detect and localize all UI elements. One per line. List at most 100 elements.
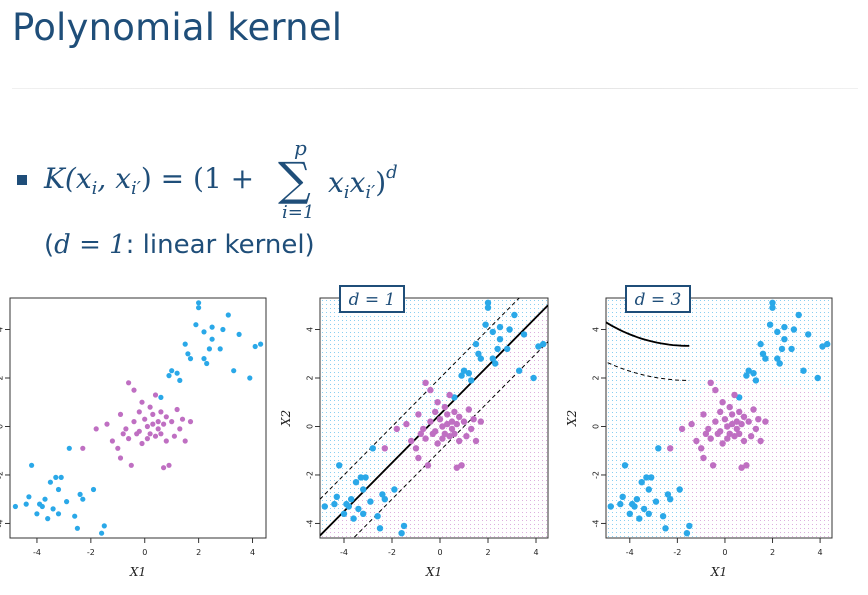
grid-dot: [342, 344, 343, 345]
grid-dot: [664, 384, 665, 385]
grid-dot: [458, 528, 459, 529]
grid-dot: [612, 328, 613, 329]
grid-dot: [530, 492, 531, 493]
grid-dot: [502, 472, 503, 473]
grid-dot: [490, 508, 491, 509]
grid-dot: [672, 360, 673, 361]
grid-dot: [652, 440, 653, 441]
grid-dot: [502, 380, 503, 381]
grid-dot: [362, 324, 363, 325]
grid-dot: [354, 412, 355, 413]
grid-dot: [656, 404, 657, 405]
grid-dot: [490, 464, 491, 465]
grid-dot: [538, 404, 539, 405]
grid-dot: [522, 368, 523, 369]
grid-dot: [518, 308, 519, 309]
grid-dot: [422, 348, 423, 349]
grid-dot: [510, 508, 511, 509]
grid-dot: [652, 488, 653, 489]
grid-dot: [434, 332, 435, 333]
grid-dot: [446, 360, 447, 361]
grid-dot: [474, 360, 475, 361]
grid-dot: [616, 356, 617, 357]
grid-dot: [446, 340, 447, 341]
grid-dot: [616, 400, 617, 401]
grid-dot: [474, 504, 475, 505]
grid-dot: [442, 388, 443, 389]
grid-dot: [478, 300, 479, 301]
grid-dot: [430, 480, 431, 481]
grid-dot: [506, 380, 507, 381]
grid-dot: [644, 364, 645, 365]
grid-dot: [454, 472, 455, 473]
grid-dot: [530, 500, 531, 501]
purple-point: [128, 462, 134, 468]
grid-dot: [370, 532, 371, 533]
grid-dot: [434, 396, 435, 397]
grid-dot: [660, 432, 661, 433]
grid-dot: [502, 420, 503, 421]
grid-dot: [430, 416, 431, 417]
grid-dot: [398, 368, 399, 369]
grid-dot: [526, 428, 527, 429]
grid-dot: [334, 348, 335, 349]
purple-point: [460, 418, 468, 425]
grid-dot: [438, 300, 439, 301]
grid-dot: [462, 364, 463, 365]
purple-point: [439, 435, 446, 442]
grid-dot: [498, 504, 499, 505]
grid-dot: [530, 476, 531, 477]
grid-dot: [624, 324, 625, 325]
grid-dot: [636, 356, 637, 357]
grid-dot: [640, 440, 641, 441]
grid-dot: [652, 376, 653, 377]
grid-dot: [510, 536, 511, 537]
grid-dot: [406, 472, 407, 473]
grid-dot: [482, 376, 483, 377]
grid-dot: [330, 368, 331, 369]
grid-dot: [494, 396, 495, 397]
grid-dot: [462, 468, 463, 469]
grid-dot: [652, 408, 653, 409]
grid-dot: [390, 468, 391, 469]
grid-dot: [514, 356, 515, 357]
grid-dot: [394, 508, 395, 509]
grid-dot: [346, 352, 347, 353]
grid-dot: [370, 328, 371, 329]
grid-dot: [608, 356, 609, 357]
grid-dot: [410, 436, 411, 437]
grid-dot: [462, 416, 463, 417]
grid-dot: [334, 508, 335, 509]
grid-dot: [616, 348, 617, 349]
grid-dot: [426, 360, 427, 361]
grid-dot: [498, 384, 499, 385]
grid-dot: [402, 448, 403, 449]
purple-point: [403, 420, 410, 428]
grid-dot: [426, 424, 427, 425]
grid-dot: [478, 396, 479, 397]
grid-dot: [534, 452, 535, 453]
grid-dot: [342, 404, 343, 405]
grid-dot: [526, 500, 527, 501]
grid-dot: [510, 420, 511, 421]
grid-dot: [466, 460, 467, 461]
grid-dot: [406, 436, 407, 437]
grid-dot: [326, 484, 327, 485]
grid-dot: [430, 496, 431, 497]
grid-dot: [390, 516, 391, 517]
grid-dot: [672, 376, 673, 377]
grid-dot: [620, 472, 621, 473]
grid-dot: [640, 536, 641, 537]
blue-point: [209, 336, 215, 342]
grid-dot: [632, 480, 633, 481]
grid-dot: [494, 408, 495, 409]
grid-dot: [346, 492, 347, 493]
grid-dot: [414, 416, 415, 417]
grid-dot: [342, 452, 343, 453]
grid-dot: [382, 456, 383, 457]
grid-dot: [426, 520, 427, 521]
grid-dot: [668, 340, 669, 341]
grid-dot: [398, 504, 399, 505]
grid-dot: [474, 308, 475, 309]
grid-dot: [616, 536, 617, 537]
